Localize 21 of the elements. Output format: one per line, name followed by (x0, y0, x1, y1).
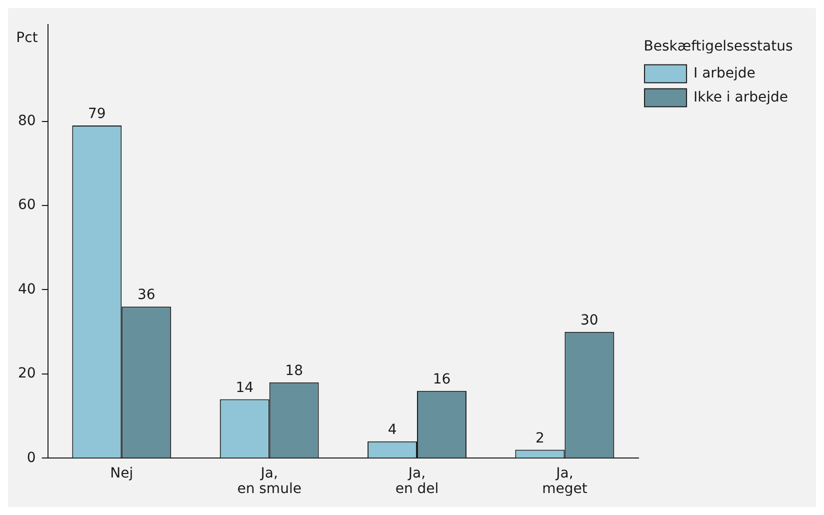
data-label: 18 (285, 363, 303, 380)
data-label: 2 (535, 430, 544, 446)
legend-title: Beskæftigelsesstatus (644, 38, 793, 55)
y-axis-title: Pct (16, 30, 38, 46)
data-label: 79 (88, 106, 106, 122)
y-tick-label: 0 (26, 450, 36, 466)
y-tick-label: 20 (18, 366, 36, 382)
legend-label: I arbejde (694, 65, 756, 82)
y-tick-label: 40 (18, 281, 36, 298)
x-tick-label: Nej (110, 466, 134, 482)
x-tick-label: Ja, en smule (237, 466, 302, 497)
x-tick-label: Ja, meget (542, 466, 588, 497)
y-tick-label: 80 (18, 112, 36, 129)
data-label: 30 (580, 312, 598, 328)
data-label: 36 (137, 287, 156, 304)
y-tick-label: 60 (18, 197, 36, 214)
data-label: 16 (432, 371, 451, 388)
data-label: 4 (388, 422, 397, 438)
legend-label: Ikke i arbejde (694, 89, 788, 106)
data-label: 14 (236, 380, 254, 396)
x-tick-label: Ja, en del (395, 466, 439, 497)
